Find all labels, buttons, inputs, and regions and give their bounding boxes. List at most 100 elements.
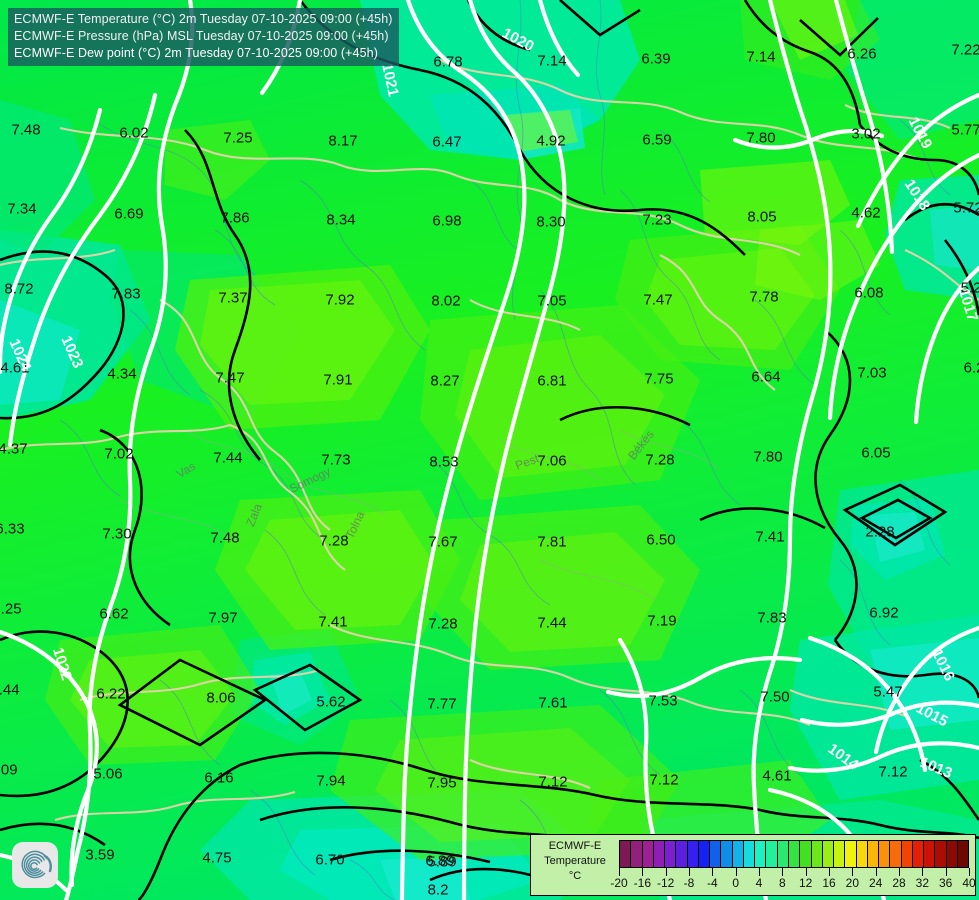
- station-value: 7.12: [649, 771, 679, 789]
- station-value: 4.75: [202, 849, 232, 867]
- station-value: 7.83: [757, 609, 787, 627]
- station-value: 7.86: [220, 209, 250, 227]
- colorbar-tick-label: -4: [706, 876, 718, 890]
- station-value: 7.75: [644, 370, 674, 388]
- station-value: 6.02: [119, 124, 149, 142]
- colorbar-tick: [875, 868, 877, 876]
- colorbar-swatch-27: [924, 841, 936, 867]
- colorbar-tick-label: -8: [683, 876, 695, 890]
- station-value: 7.80: [746, 129, 776, 147]
- station-value: 6.64: [751, 368, 781, 386]
- station-value: 7.28: [428, 615, 458, 633]
- station-value: 7.48: [11, 121, 41, 139]
- station-value: 4.37: [0, 440, 28, 458]
- station-value: 4.62: [851, 204, 881, 222]
- colorbar-swatch-8: [710, 841, 722, 867]
- colorbar-swatch-28: [935, 841, 947, 867]
- station-value: 6.47: [432, 133, 462, 151]
- station-value: 5.47: [873, 683, 903, 701]
- station-value: 6.70: [315, 851, 345, 869]
- station-value: 8.05: [747, 208, 777, 226]
- station-value: 7.53: [648, 692, 678, 710]
- station-value: 7.06: [537, 452, 567, 470]
- colorbar-swatch-21: [856, 841, 868, 867]
- colorbar-tick: [829, 868, 830, 876]
- colorbar-ticks: [619, 868, 970, 877]
- station-value: 5.77: [951, 121, 979, 139]
- header-line-temperature: ECMWF-E Temperature (°C) 2m Tuesday 07-1…: [14, 12, 393, 26]
- color-legend[interactable]: ECMWF-E Temperature °C -20 -16 -12 -8 -4 0 4 8 1…: [530, 834, 976, 896]
- station-value: 6.08: [854, 284, 884, 302]
- station-value: 7.50: [760, 688, 790, 706]
- colorbar-swatch-12: [755, 841, 767, 867]
- swirl-logo-icon: [21, 850, 52, 879]
- station-value: 5.09: [0, 761, 18, 779]
- legend-model: ECMWF-E: [548, 840, 602, 852]
- station-value: 7.80: [753, 448, 783, 466]
- station-value: 7.14: [537, 52, 567, 70]
- colorbar-tick-label: 20: [845, 876, 860, 890]
- station-value: 6.39: [641, 50, 671, 68]
- station-value: 8.2: [427, 881, 449, 899]
- colorbar-swatch-25: [901, 841, 913, 867]
- station-value: 7.34: [7, 200, 37, 218]
- colorbar-swatch-0: [620, 841, 632, 867]
- colorbar-swatch-15: [788, 841, 801, 867]
- station-value: 7.73: [321, 451, 351, 469]
- colorbar-tick: [619, 868, 620, 876]
- station-value: 7.03: [857, 364, 887, 382]
- colorbar-swatch-2: [642, 841, 654, 867]
- colorbar-tick-label: 36: [938, 876, 953, 890]
- colorbar-swatch-22: [867, 841, 880, 867]
- station-value: 7.28: [645, 451, 675, 469]
- colorbar-swatch-1: [631, 841, 643, 867]
- station-value: 8.72: [4, 280, 34, 298]
- colorbar-tick-label: -20: [610, 876, 628, 890]
- colorbar-swatch-10: [732, 841, 744, 867]
- station-value: 7.44: [537, 614, 567, 632]
- station-value: 6.44: [0, 681, 20, 699]
- swirl-logo[interactable]: [12, 842, 58, 888]
- colorbar-tick: [945, 868, 947, 876]
- legend-parameter: Temperature: [544, 854, 606, 867]
- station-value: 6.92: [869, 604, 899, 622]
- colorbar-swatch-9: [721, 841, 733, 867]
- colorbar-swatch-16: [800, 841, 812, 867]
- station-value: 7.97: [208, 609, 238, 627]
- colorbar-tick-label: 4: [755, 876, 763, 890]
- station-value: 7.41: [318, 613, 348, 631]
- header-line-dewpoint: ECMWF-E Dew point (°C) 2m Tuesday 07-10-…: [14, 45, 378, 60]
- station-value: 6.33: [0, 520, 25, 538]
- station-value: 7.92: [325, 291, 355, 309]
- colorbar-tick: [689, 868, 690, 876]
- station-value: 5.72: [953, 199, 979, 217]
- colorbar-tick: [899, 868, 900, 876]
- colorbar-swatches[interactable]: [619, 840, 969, 868]
- station-value: 6.89: [425, 852, 455, 870]
- station-value: 7.78: [749, 288, 779, 306]
- station-value: 6.22: [96, 685, 126, 703]
- station-value: 7.23: [642, 211, 672, 229]
- station-value: 2.28: [865, 523, 895, 541]
- colorbar-tick-label: 12: [798, 876, 813, 890]
- colorbar-tick: [665, 868, 667, 876]
- colorbar-swatch-3: [653, 841, 666, 867]
- colorbar-tick-label: 32: [915, 876, 930, 890]
- colorbar-tick-label: 8: [778, 876, 786, 890]
- colorbar-tick: [782, 868, 784, 876]
- station-value: 7.14: [746, 48, 776, 66]
- station-value: 6.50: [646, 531, 676, 549]
- colorbar-tick-label: 16: [822, 876, 836, 890]
- colorbar-tick-labels: -20 -16 -12 -8 -4 0 4 8 12 16 20 24 28 32 36 40: [610, 876, 975, 892]
- station-value: 7.81: [537, 533, 567, 551]
- station-value: 7.44: [213, 449, 243, 467]
- station-value: 7.41: [755, 528, 785, 546]
- colorbar-tick: [642, 868, 644, 876]
- station-value: 7.28: [319, 532, 349, 550]
- colorbar-swatch-29: [946, 841, 958, 867]
- station-value: 8.34: [326, 211, 356, 229]
- colorbar-tick-label: 24: [868, 876, 883, 890]
